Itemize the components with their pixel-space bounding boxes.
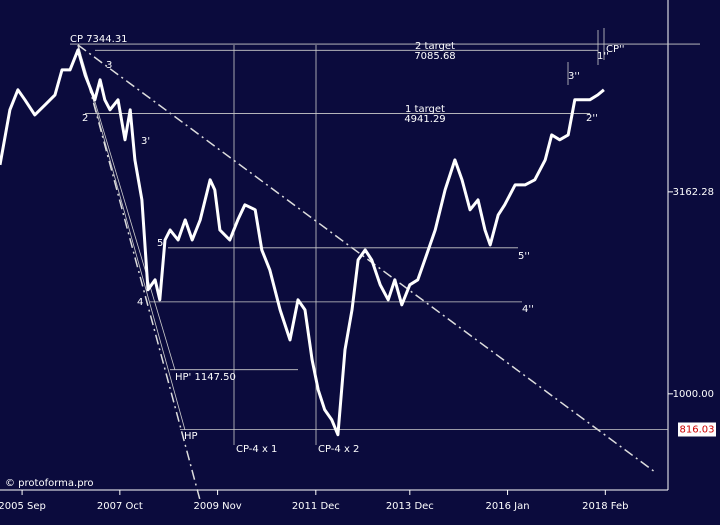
x-tick-label: 2007 Oct xyxy=(97,501,143,512)
annotation: CP 7344.31 xyxy=(70,34,128,45)
fan-line xyxy=(77,44,201,501)
annotation: 3 xyxy=(106,60,112,71)
annotation: 1'' xyxy=(597,51,609,62)
x-tick-label: 2005 Sep xyxy=(0,501,46,512)
annotation: 2 target xyxy=(415,41,455,52)
annotation: 2'' xyxy=(586,113,598,124)
price-box xyxy=(678,422,716,437)
annotation: © protoforma.pro xyxy=(5,478,94,489)
annotation: 4 xyxy=(137,297,143,308)
annotation: 7085.68 xyxy=(414,51,455,62)
annotation: HP xyxy=(184,431,198,442)
annotation: 816.03 xyxy=(680,424,715,435)
annotation: CP-4 x 1 xyxy=(236,444,277,455)
y-tick-label: 1000.00 xyxy=(673,389,714,400)
annotation: 4'' xyxy=(522,304,534,315)
annotation: HP' 1147.50 xyxy=(175,372,236,383)
annotation: CP-4 x 2 xyxy=(318,444,359,455)
fan-line xyxy=(77,44,186,431)
x-tick-label: 2016 Jan xyxy=(486,501,530,512)
x-tick-label: 2013 Dec xyxy=(386,501,434,512)
annotation: 3' xyxy=(141,136,150,147)
x-tick-label: 2018 Feb xyxy=(582,501,628,512)
annotation: 5'' xyxy=(518,251,530,262)
annotation: 3'' xyxy=(568,71,580,82)
annotation: CP'' xyxy=(606,44,625,55)
annotation: 2 xyxy=(82,113,88,124)
y-tick-label: 3162.28 xyxy=(673,187,714,198)
x-tick-label: 2009 Nov xyxy=(194,501,242,512)
annotation: 4941.29 xyxy=(404,114,445,125)
price-line xyxy=(0,48,605,437)
annotation: 5 xyxy=(157,238,163,249)
annotation: 1 target xyxy=(405,104,445,115)
x-tick-label: 2011 Dec xyxy=(292,501,340,512)
